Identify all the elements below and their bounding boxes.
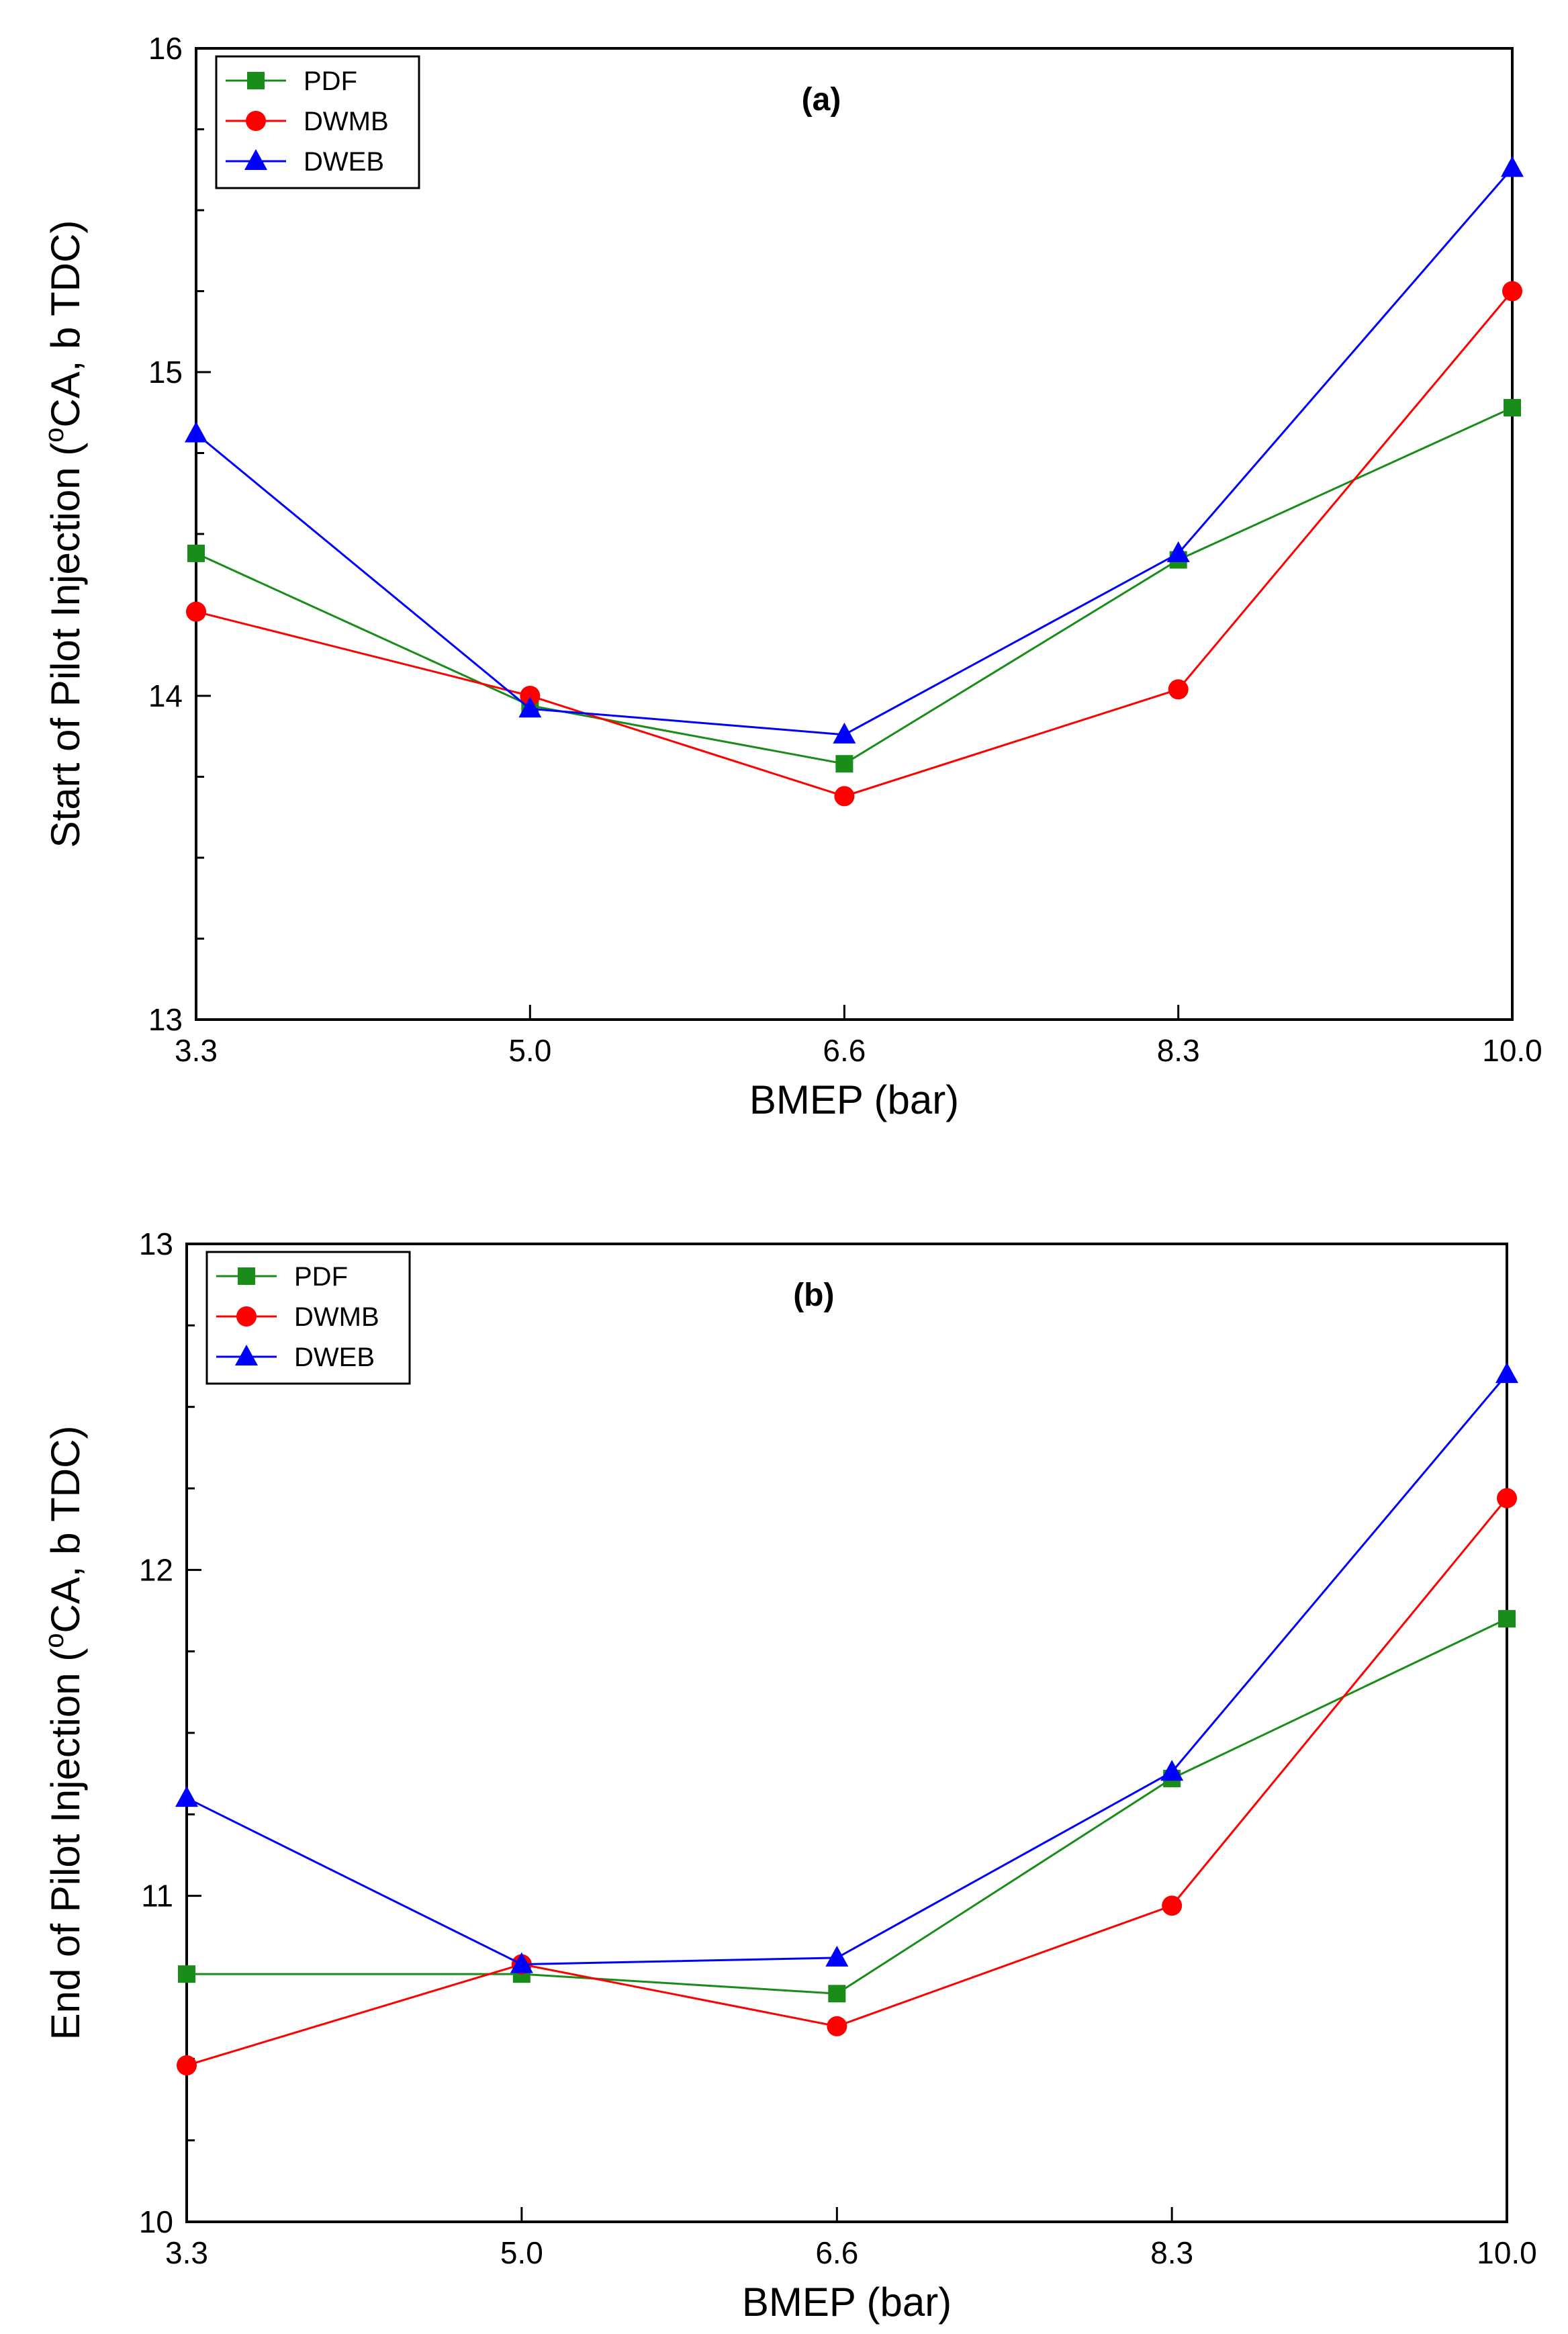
y-tick-label: 12 [139, 1552, 173, 1587]
x-tick-label: 3.3 [175, 1033, 218, 1068]
data-point-dwmb [1168, 679, 1189, 700]
x-tick-label: 5.0 [508, 1033, 551, 1068]
legend-label: DWEB [294, 1343, 375, 1372]
x-tick-label: 8.3 [1150, 2235, 1193, 2270]
series-line-dweb [195, 167, 1514, 736]
x-tick-label: 10.0 [1482, 1033, 1542, 1068]
data-point-dweb [1495, 1362, 1518, 1384]
y-tick-label: 10 [139, 2204, 173, 2239]
data-point-dweb [175, 1786, 198, 1807]
data-point-dweb [1501, 156, 1524, 177]
x-tick-label: 3.3 [165, 2235, 208, 2270]
data-point-dweb [1166, 541, 1190, 562]
chart-panel-b: 10 11 12 13 3.3 5.0 6.6 8.3 10.0 BMEP (bar) End of… [40, 1226, 1537, 2325]
series-line-dweb [186, 1374, 1508, 1966]
data-point-dweb [1160, 1760, 1184, 1781]
y-axis-title-part: End of Pilot Injection ( [43, 1648, 88, 2040]
legend-label: PDF [304, 66, 357, 96]
data-point-dweb [518, 697, 542, 718]
data-point-pdf [1504, 399, 1521, 417]
y-axis-title: Start of Pilot Injection (oCA, b TDC) [40, 220, 88, 848]
legend: PDF DWMB DWEB [205, 1251, 411, 1385]
panel-label: (b) [793, 1277, 834, 1313]
y-tick-label: 15 [148, 355, 183, 390]
x-axis-title: BMEP (bar) [742, 2280, 952, 2325]
data-point-pdf [187, 544, 205, 562]
legend-marker-dwmb [246, 111, 266, 131]
data-point-dwmb [186, 601, 206, 622]
y-axis-title: End of Pilot Injection (oCA, b TDC) [40, 1426, 88, 2040]
degree-superscript: o [40, 428, 69, 443]
panel-label: (a) [802, 82, 841, 118]
y-axis-title-part: CA, b TDC) [43, 220, 88, 428]
series-dwmb [186, 281, 1522, 807]
legend-label: DWEB [304, 147, 384, 177]
x-axis-title: BMEP (bar) [749, 1077, 959, 1122]
data-point-dweb [510, 1952, 533, 1973]
legend-marker-pdf [247, 72, 265, 89]
data-point-dwmb [1162, 1895, 1183, 1916]
data-point-dweb [185, 421, 207, 443]
y-axis-title-part: CA, b TDC) [43, 1426, 88, 1633]
y-tick-label: 13 [139, 1226, 173, 1261]
series-pdf [178, 1610, 1516, 2003]
data-point-dwmb [520, 686, 541, 706]
degree-superscript: o [40, 1633, 69, 1648]
data-point-dweb [825, 1945, 849, 1967]
x-tick-label: 5.0 [500, 2235, 543, 2270]
legend-marker-pdf [238, 1267, 255, 1285]
plot-frame [185, 1243, 1508, 2223]
chart-panel-a: 13 14 15 16 3.3 5.0 6.6 8.3 10.0 BMEP (bar) Start … [40, 31, 1542, 1122]
x-tick-label: 10.0 [1477, 2235, 1537, 2270]
data-point-dwmb [827, 2016, 847, 2036]
series-line-dwmb [186, 1497, 1508, 2067]
data-point-dwmb [1497, 1488, 1517, 1509]
series-line-dwmb [195, 290, 1514, 797]
data-point-pdf [178, 1965, 195, 1983]
series-pdf [187, 399, 1521, 773]
data-point-dwmb [1502, 281, 1522, 302]
data-point-dwmb [834, 786, 855, 807]
y-tick-label: 14 [148, 678, 183, 713]
x-tick-label: 6.6 [823, 1033, 866, 1068]
plot-frame [195, 47, 1514, 1021]
series-dweb [175, 1362, 1518, 1973]
data-point-dweb [833, 722, 856, 744]
x-tick-label: 8.3 [1157, 1033, 1200, 1068]
legend-marker-dweb [244, 149, 267, 170]
data-point-pdf [1498, 1610, 1516, 1628]
y-tick-label: 11 [141, 1879, 173, 1914]
legend: PDF DWMB DWEB [215, 55, 420, 189]
series-dweb [185, 156, 1524, 744]
legend-label: DWMB [304, 107, 389, 136]
legend-label: PDF [294, 1262, 348, 1292]
data-point-dwmb [177, 2055, 197, 2076]
y-tick-label: 13 [148, 1002, 183, 1037]
data-point-pdf [828, 1985, 846, 2003]
y-axis-title-part: Start of Pilot Injection ( [43, 443, 88, 848]
legend-marker-dweb [235, 1345, 258, 1365]
series-line-pdf [187, 1617, 1508, 1995]
data-point-pdf [835, 755, 854, 773]
legend-label: DWMB [294, 1302, 379, 1332]
legend-marker-dwmb [236, 1306, 257, 1327]
x-tick-label: 6.6 [815, 2235, 858, 2270]
series-line-pdf [195, 406, 1513, 765]
y-tick-label: 16 [148, 31, 183, 66]
